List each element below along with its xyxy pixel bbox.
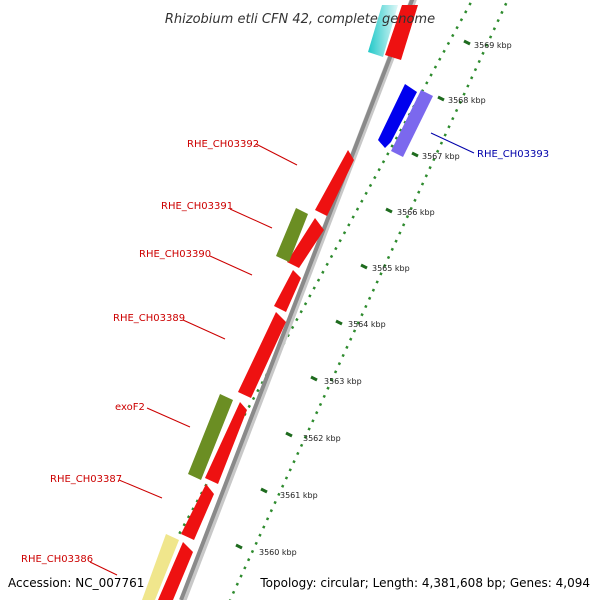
leader-line	[118, 479, 163, 499]
red-gene-exof2[interactable]	[205, 402, 247, 484]
leader-line	[182, 319, 226, 340]
genome-backbone	[179, 0, 415, 600]
gene-label-exof2[interactable]: exoF2	[115, 402, 145, 413]
scale-tick	[385, 207, 393, 214]
gene-label-rhe-ch03393[interactable]: RHE_CH03393	[477, 149, 549, 160]
gene-label-rhe-ch03390[interactable]: RHE_CH03390	[139, 249, 211, 260]
red-gene-rhe-ch03390[interactable]	[274, 270, 301, 312]
map-title: Rhizobium etli CFN 42, complete genome	[165, 12, 435, 27]
scale-label: 3568 kbp	[448, 96, 486, 105]
scale-label: 3561 kbp	[280, 491, 318, 500]
cyan-gene[interactable]	[368, 5, 398, 57]
scale-ticks	[235, 39, 471, 550]
scale-label: 3565 kbp	[372, 264, 410, 273]
leader-line	[89, 561, 118, 576]
scale-tick	[285, 431, 293, 438]
scale-tick	[335, 319, 343, 326]
scale-label: 3562 kbp	[303, 434, 341, 443]
scale-label: 3569 kbp	[474, 41, 512, 50]
gene-label-rhe-ch03389[interactable]: RHE_CH03389	[113, 313, 185, 324]
red-gene-rhe-ch03391[interactable]	[287, 218, 324, 268]
green-gene-exof2[interactable]	[188, 394, 233, 480]
scale-tick	[310, 375, 318, 382]
accession-text: Accession: NC_007761	[8, 576, 144, 590]
scale-label: 3564 kbp	[348, 320, 386, 329]
gene-label-rhe-ch03387[interactable]: RHE_CH03387	[50, 474, 122, 485]
red-gene-rhe-ch03387[interactable]	[181, 484, 214, 540]
scale-tick	[463, 39, 471, 46]
gene-label-rhe-ch03392[interactable]: RHE_CH03392	[187, 139, 259, 150]
scale-tick	[360, 263, 368, 270]
scale-label: 3563 kbp	[324, 377, 362, 386]
leader-line	[229, 208, 273, 229]
leader-line	[430, 132, 475, 154]
scale-tick	[235, 543, 243, 550]
left-dotted-track	[141, 0, 474, 600]
leader-line	[255, 143, 298, 166]
red-gene-rhe-ch03392[interactable]	[315, 150, 354, 216]
leader-line	[209, 255, 253, 276]
red-gene-rhe-ch03389[interactable]	[238, 312, 286, 398]
yellow-gene[interactable]	[142, 534, 179, 600]
gene-label-rhe-ch03391[interactable]: RHE_CH03391	[161, 201, 233, 212]
scale-tick	[411, 151, 419, 158]
green-gene-rhe-ch03391[interactable]	[276, 208, 308, 262]
scale-tick	[437, 95, 445, 102]
scale-tick	[260, 487, 268, 494]
red-gene-rhe-ch03386[interactable]	[158, 542, 193, 600]
purple-gene[interactable]	[391, 90, 433, 157]
red-gene-top[interactable]	[385, 5, 418, 60]
leader-line	[146, 407, 191, 428]
right-dotted-track	[228, 0, 510, 600]
scale-label: 3566 kbp	[397, 208, 435, 217]
gene-label-rhe-ch03386[interactable]: RHE_CH03386	[21, 554, 93, 565]
scale-label: 3560 kbp	[259, 548, 297, 557]
leader-lines	[89, 132, 475, 576]
genome-summary-text: Topology: circular; Length: 4,381,608 bp…	[259, 576, 590, 590]
scale-label: 3567 kbp	[422, 152, 460, 161]
blue-gene-rhe-ch03393[interactable]	[378, 84, 417, 148]
